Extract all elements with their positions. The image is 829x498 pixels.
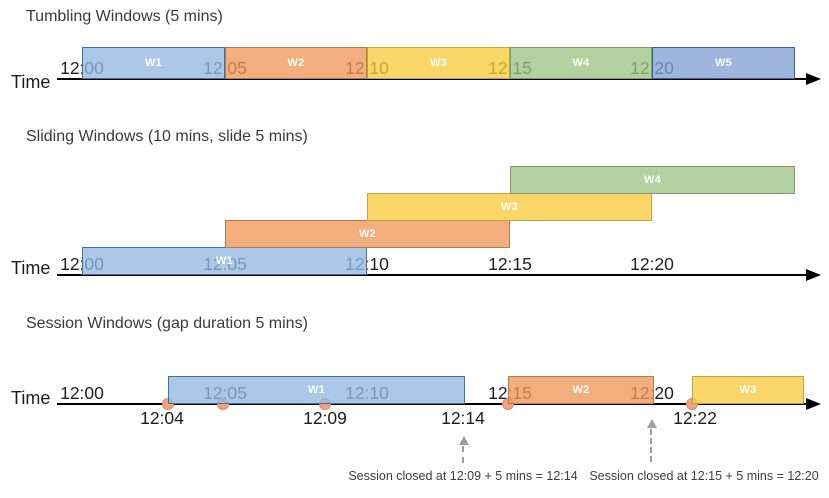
sliding-window-w1-label: W1 <box>215 255 234 267</box>
tumbling-window-w2-label: W2 <box>287 57 305 69</box>
sliding-window-w3: W3 <box>367 193 652 221</box>
session-sublabel-1209: 12:09 <box>303 408 347 428</box>
sliding-time-axis <box>57 274 808 276</box>
session-sublabel-1204: 12:04 <box>140 408 184 428</box>
session-time-axis-label: Time <box>11 388 51 408</box>
session-close-arrow-2 <box>650 429 652 462</box>
tumbling-window-w5: W5 <box>652 47 795 79</box>
tumbling-window-w4: W4 <box>510 47 652 79</box>
session-window-w2: W2 <box>508 376 654 404</box>
session-window-w3: W3 <box>692 376 804 404</box>
sliding-window-w1: W1 <box>82 247 367 275</box>
session-close-annotation-2: Session closed at 12:15 + 5 mins = 12:20 <box>589 469 819 483</box>
sliding-axis-arrowhead-icon <box>806 269 821 281</box>
session-close-annotation-1: Session closed at 12:09 + 5 mins = 12:14 <box>348 469 578 483</box>
session-axis-arrowhead-icon <box>806 398 821 410</box>
sliding-window-w3-label: W3 <box>500 201 519 213</box>
session-sublabel-1222: 12:22 <box>673 408 717 428</box>
tumbling-window-w1: W1 <box>82 47 225 79</box>
tumbling-time-axis <box>57 78 808 80</box>
session-sublabel-1214: 12:14 <box>441 408 485 428</box>
sliding-window-w2: W2 <box>225 220 510 248</box>
tumbling-window-w5-label: W5 <box>714 57 733 69</box>
session-section-title: Session Windows (gap duration 5 mins) <box>26 315 308 332</box>
sliding-tick-1215: 12:15 <box>488 254 532 274</box>
tumbling-axis-arrowhead-icon <box>806 73 821 85</box>
session-close-arrow-1 <box>462 446 464 463</box>
session-window-w2-label: W2 <box>572 384 590 396</box>
session-window-w1: W1 <box>168 376 465 404</box>
sliding-tick-1220: 12:20 <box>630 254 674 274</box>
tumbling-window-w2: W2 <box>225 47 367 79</box>
tumbling-window-w1-label: W1 <box>144 57 163 69</box>
tumbling-window-w3: W3 <box>367 47 510 79</box>
session-time-axis <box>57 403 808 405</box>
tumbling-window-w4-label: W4 <box>572 57 590 69</box>
session-window-w3-label: W3 <box>739 384 757 396</box>
session-window-w1-label: W1 <box>307 384 326 396</box>
sliding-section-title: Sliding Windows (10 mins, slide 5 mins) <box>26 128 308 145</box>
sliding-window-w4: W4 <box>510 166 795 194</box>
tumbling-window-w3-label: W3 <box>429 57 448 69</box>
sliding-time-axis-label: Time <box>11 258 51 278</box>
tumbling-time-axis-label: Time <box>11 72 51 92</box>
session-close-arrowhead-2-icon <box>647 419 657 428</box>
session-tick-1200: 12:00 <box>60 383 104 403</box>
sliding-window-w2-label: W2 <box>358 228 377 240</box>
sliding-window-w4-label: W4 <box>643 174 662 186</box>
session-close-arrowhead-1-icon <box>459 436 469 445</box>
tumbling-section-title: Tumbling Windows (5 mins) <box>26 8 223 25</box>
